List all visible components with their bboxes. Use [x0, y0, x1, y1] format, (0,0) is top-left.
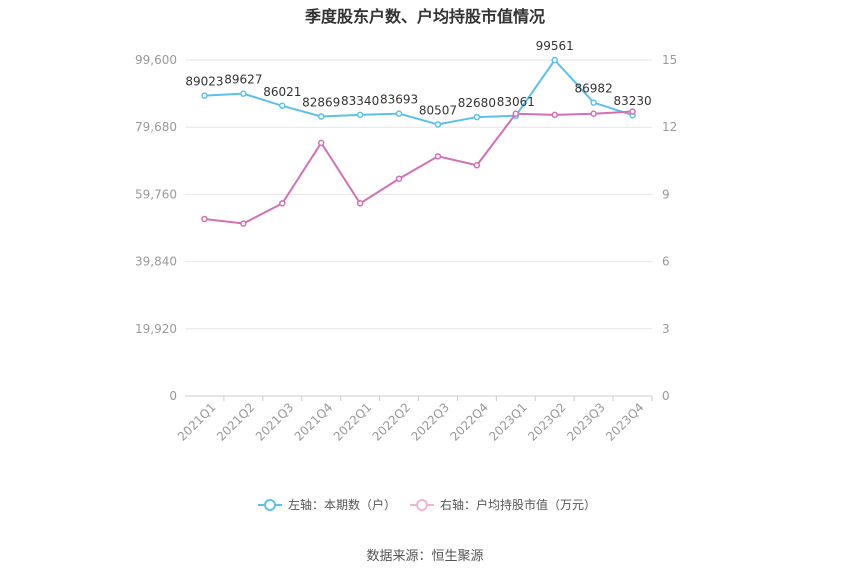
- series-left-line: [204, 58, 633, 126]
- series-right-point: [629, 108, 636, 115]
- x-tick-label: 2021Q4: [292, 400, 336, 444]
- left-axis-ticks: 0 19,920 39,840 59,760 79,680 99,600: [135, 53, 177, 403]
- x-tick-label: 2023Q2: [525, 400, 569, 444]
- series-left-point: [317, 113, 325, 120]
- x-tick-label: 2021Q3: [253, 400, 297, 444]
- left-tick-label: 0: [169, 389, 177, 403]
- data-label: 83340: [341, 94, 379, 108]
- x-tick-label: 2023Q1: [486, 400, 530, 444]
- data-label: 99561: [536, 39, 574, 53]
- right-tick-label: 9: [662, 187, 670, 201]
- series-right-point: [473, 162, 481, 169]
- left-tick-label: 39,840: [135, 255, 177, 269]
- series-right-point: [512, 110, 520, 118]
- data-label: 83230: [613, 94, 651, 108]
- chart-title: 季度股东户数、户均持股市值情况: [304, 7, 545, 26]
- right-tick-label: 6: [662, 255, 670, 269]
- x-tick-label: 2022Q2: [370, 400, 414, 444]
- legend-right-line-icon: [410, 498, 434, 511]
- series-right-point: [240, 220, 247, 227]
- x-tick-label: 2021Q1: [175, 400, 219, 444]
- series-left-point: [473, 113, 481, 121]
- data-label: 82869: [302, 95, 340, 109]
- data-label: 89023: [185, 75, 223, 89]
- series-left-point: [395, 110, 403, 117]
- data-label: 80507: [419, 103, 457, 117]
- legend-item-left[interactable]: 左轴：本期数（户）: [258, 496, 396, 513]
- x-tick-label: 2023Q3: [564, 400, 608, 444]
- series-right-point: [395, 175, 403, 182]
- series-right-point: [317, 139, 325, 147]
- legend-left-line-icon: [258, 498, 282, 511]
- series-left-point: [590, 99, 597, 106]
- series-left-point: [279, 102, 286, 110]
- series-right-point: [590, 110, 597, 118]
- right-tick-label: 3: [662, 322, 670, 336]
- series-left-point: [240, 90, 247, 97]
- left-tick-label: 79,680: [135, 120, 177, 134]
- data-label: 83693: [380, 93, 418, 107]
- data-label: 86982: [575, 82, 613, 96]
- left-tick-label: 59,760: [135, 187, 177, 201]
- x-tick-label: 2022Q4: [447, 400, 491, 444]
- right-axis-ticks: 0 3 6 9 12 15: [662, 53, 677, 403]
- series-right-market-value: [201, 108, 636, 227]
- data-label: 86021: [263, 85, 301, 99]
- x-axis-ticks: 2021Q12021Q22021Q32021Q42022Q12022Q22022…: [175, 396, 653, 444]
- data-label: 82680: [458, 96, 496, 110]
- legend-right-label: 右轴：户均持股市值（万元）: [440, 498, 597, 512]
- series-left-point: [434, 121, 442, 128]
- series-right-point: [551, 111, 558, 119]
- x-tick-label: 2021Q2: [214, 400, 258, 444]
- series-left-point: [551, 56, 558, 64]
- x-tick-label: 2023Q4: [603, 400, 647, 444]
- left-tick-label: 99,600: [135, 53, 177, 67]
- series-right-line: [204, 110, 633, 225]
- right-tick-label: 0: [662, 389, 670, 403]
- x-tick-label: 2022Q3: [409, 400, 453, 444]
- data-source: 数据来源：恒生聚源: [366, 549, 484, 564]
- series-left-point: [201, 92, 208, 99]
- chart-canvas: 0 19,920 39,840 59,760 79,680 99,600 0 3 6 9 12 15…: [135, 39, 677, 444]
- x-tick-label: 2022Q1: [331, 400, 375, 444]
- series-left-point: [356, 111, 364, 119]
- left-tick-label: 19,920: [135, 322, 177, 336]
- legend-item-right[interactable]: 右轴：户均持股市值（万元）: [410, 496, 596, 513]
- series-right-point: [279, 200, 286, 207]
- legend-left-label: 左轴：本期数（户）: [288, 498, 397, 512]
- right-tick-label: 12: [662, 120, 677, 134]
- series-right-point: [201, 215, 208, 223]
- right-tick-label: 15: [662, 53, 677, 67]
- data-label: 89627: [224, 73, 262, 87]
- series-right-point: [434, 153, 442, 160]
- series-right-point: [356, 200, 364, 207]
- data-label: 83061: [497, 95, 535, 109]
